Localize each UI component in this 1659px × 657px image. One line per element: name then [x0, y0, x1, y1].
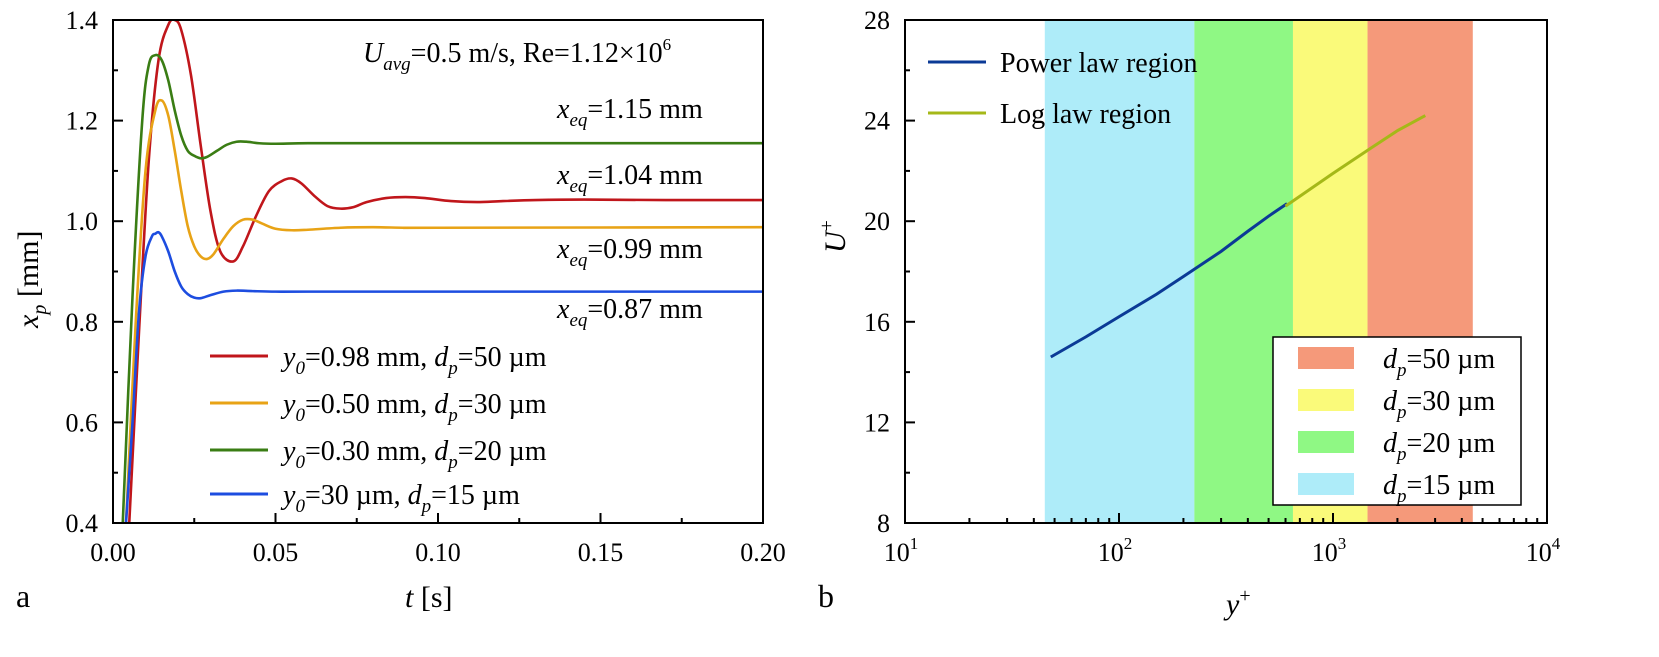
series-line-3	[121, 53, 763, 523]
xeq-value: =0.99 mm	[587, 234, 703, 265]
xeq-subscript: eq	[569, 250, 587, 271]
x-tick-label: 101	[884, 534, 919, 567]
series-line-1	[127, 20, 763, 523]
band-legend-swatch-30um	[1298, 389, 1354, 411]
band-legend-label-20um: dp=20 µm	[1383, 428, 1495, 465]
series-line-4	[124, 230, 763, 523]
panel-b: 101 102 103 104 8 12 16 20 24 28 Power law region…	[816, 6, 1561, 621]
panel-b-line-legend: Power law region Log law region	[928, 48, 1198, 130]
y-tick-label: 1.0	[66, 207, 99, 236]
xeq-value: =1.15 mm	[587, 94, 703, 125]
y-tick-label: 28	[864, 6, 890, 35]
panel-b-ticks: 101 102 103 104 8 12 16 20 24 28	[864, 6, 1561, 567]
series-line-2	[124, 98, 763, 523]
xeq-symbol: x	[556, 160, 570, 191]
y-tick-label: 20	[864, 207, 890, 236]
u-text: =0.5 m/s, Re=1.12×10	[411, 38, 663, 69]
u-exponent: 6	[663, 35, 672, 54]
y-tick-label: 1.4	[66, 6, 99, 35]
legend-label-series-1: y0=0.98 mm, dp=50 µm	[280, 342, 547, 379]
x-tick-label: 102	[1098, 534, 1133, 567]
panel-a-series	[121, 20, 763, 523]
band-1	[1044, 20, 1195, 523]
legend-label-series-3: y0=0.30 mm, dp=20 µm	[280, 436, 547, 473]
x-tick-label: 0.10	[415, 538, 461, 567]
xeq-subscript: eq	[569, 310, 587, 331]
legend-label-series-4: y0=30 µm, dp=15 µm	[280, 480, 520, 517]
legend-label-power-law: Power law region	[1000, 48, 1198, 79]
band-legend-label-15um: dp=15 µm	[1383, 470, 1495, 507]
series-line-2	[1284, 114, 1427, 208]
y-tick-label: 16	[864, 308, 890, 337]
panel-a: 0.00 0.05 0.10 0.15 0.20 0.4 0.6 0.8 1.0 1.2 1.4 U…	[12, 6, 786, 614]
xeq-symbol: x	[556, 294, 570, 325]
x-tick-label: 0.05	[253, 538, 299, 567]
panel-b-y-axis-label: U+	[816, 220, 852, 253]
band-legend-label-50um: dp=50 µm	[1383, 344, 1495, 381]
x-tick-label: 0.20	[740, 538, 786, 567]
legend-label-log-law: Log law region	[1000, 99, 1171, 130]
x-tick-label: 0.15	[578, 538, 624, 567]
xeq-symbol: x	[556, 94, 570, 125]
panel-b-x-axis-label: y+	[1223, 585, 1251, 621]
y-tick-label: 0.8	[66, 308, 99, 337]
x-tick-label: 104	[1526, 534, 1561, 567]
xeq-annotation-1: xeq=1.15 mm	[556, 94, 703, 131]
band-legend-swatch-15um	[1298, 473, 1354, 495]
xeq-symbol: x	[556, 234, 570, 265]
x-tick-label: 0.00	[90, 538, 136, 567]
xeq-value: =1.04 mm	[587, 160, 703, 191]
panel-b-series	[1050, 114, 1427, 359]
xeq-annotation-3: xeq=0.99 mm	[556, 234, 703, 271]
xeq-subscript: eq	[569, 176, 587, 197]
panel-a-ticks: 0.00 0.05 0.10 0.15 0.20 0.4 0.6 0.8 1.0 1.2 1.4	[66, 6, 786, 567]
xeq-annotation-2: xeq=1.04 mm	[556, 160, 703, 197]
flow-condition-label: Uavg=0.5 m/s, Re=1.12×106	[363, 35, 671, 75]
panel-b-label: b	[818, 578, 834, 614]
band-legend-swatch-20um	[1298, 431, 1354, 453]
u-subscript: avg	[383, 54, 410, 75]
y-tick-label: 0.4	[66, 509, 99, 538]
series-line-1	[1050, 202, 1288, 359]
xeq-subscript: eq	[569, 110, 587, 131]
y-tick-label: 24	[864, 107, 890, 136]
y-tick-label: 0.6	[66, 408, 99, 437]
y-tick-label: 12	[864, 408, 890, 437]
x-tick-label: 103	[1312, 534, 1347, 567]
band-legend-label-30um: dp=30 µm	[1383, 386, 1495, 423]
xeq-value: =0.87 mm	[587, 294, 703, 325]
legend-label-series-2: y0=0.50 mm, dp=30 µm	[280, 389, 547, 426]
y-tick-label: 8	[877, 509, 890, 538]
band-legend-swatch-50um	[1298, 347, 1354, 369]
y-tick-label: 1.2	[66, 107, 99, 136]
panel-a-legend: y0=0.98 mm, dp=50 µm y0=0.50 mm, dp=30 µ…	[210, 342, 547, 517]
panel-a-x-axis-label: t [s]	[405, 581, 453, 614]
xeq-annotation-4: xeq=0.87 mm	[556, 294, 703, 331]
panel-b-band-legend: dp=50 µm dp=30 µm dp=20 µm dp=15 µm	[1272, 336, 1522, 507]
panel-a-label: a	[16, 578, 30, 614]
u-symbol: U	[363, 38, 385, 69]
panel-a-y-axis-label: xp [mm]	[12, 231, 51, 329]
